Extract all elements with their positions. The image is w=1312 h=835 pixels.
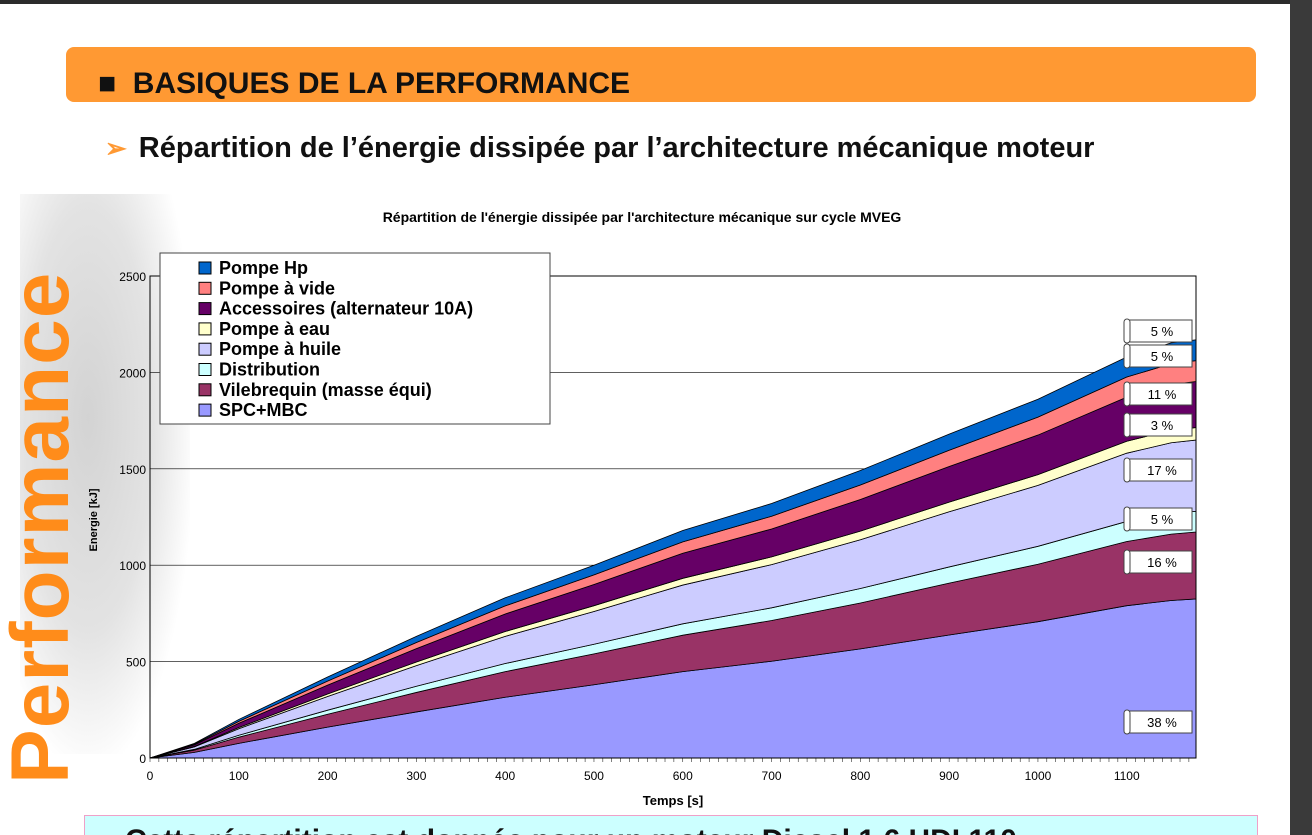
legend-swatch [198,342,212,356]
share-label-text: 16 % [1147,555,1177,570]
y-tick-label: 2500 [119,270,146,284]
plot-frame [149,275,1197,759]
header-bar: ■ BASIQUES DE LA PERFORMANCE [66,47,1256,102]
legend-swatch [198,281,212,295]
y-tick-label: 500 [126,656,146,670]
share-label-text: 11 % [1148,387,1177,402]
note-text: Cette répartition est donnée pour un mot… [125,824,1017,835]
legend-item: Pompe à huile [219,339,341,359]
y-tick-label: 2000 [119,366,146,380]
legend-item: Pompe Hp [219,258,308,278]
share-label-scroll [1123,318,1131,344]
x-tick-label: 1100 [1114,769,1140,783]
share-label-scroll [1123,412,1131,438]
share-label-text: 17 % [1147,463,1177,478]
x-tick-label: 200 [318,769,338,783]
legend-item: Pompe à eau [219,319,330,339]
share-label-scroll [1123,549,1131,575]
share-label-scroll [1123,709,1131,735]
legend-swatch [198,403,212,417]
window-edge [1290,0,1312,835]
x-tick-label: 1000 [1025,769,1052,783]
share-label-scroll [1123,381,1131,407]
note-box: Cette répartition est donnée pour un mot… [84,815,1258,835]
legend-item: Vilebrequin (masse équi) [219,380,432,400]
header-title-text: BASIQUES DE LA PERFORMANCE [132,67,631,100]
share-label: 5 % [1123,343,1193,369]
subtitle: ➢ Répartition de l’énergie dissipée par l… [105,132,1094,165]
slide: Performance ■ BASIQUES DE LA PERFORMANCE… [0,4,1290,835]
x-tick-label: 100 [229,769,249,783]
x-tick-label: 0 [147,769,154,783]
x-tick-label: 500 [584,769,604,783]
x-tick-label: 900 [939,769,959,783]
share-label: 5 % [1123,318,1193,344]
chart-title: Répartition de l'énergie dissipée par l'… [383,209,902,225]
legend-item: Distribution [219,360,320,380]
share-label-text: 5 % [1151,512,1174,527]
x-axis-label: Temps [s] [643,793,703,808]
x-tick-label: 600 [673,769,693,783]
legend-item: Accessoires (alternateur 10A) [219,299,473,319]
x-tick-label: 400 [495,769,515,783]
x-tick-label: 700 [762,769,782,783]
legend-box [159,252,551,425]
header-title: ■ BASIQUES DE LA PERFORMANCE [98,67,630,101]
square-bullet-icon: ■ [98,67,117,100]
legend-swatch [198,383,212,397]
legend-swatch [198,302,212,316]
y-tick-label: 0 [139,752,146,766]
x-tick-label: 800 [850,769,870,783]
share-label-text: 3 % [1151,418,1174,433]
share-label-text: 5 % [1151,349,1174,364]
share-label-scroll [1123,457,1131,483]
energy-chart: Répartition de l'énergie dissipée par l'… [88,209,1197,808]
legend-swatch [198,322,212,336]
y-axis-label: Energie [kJ] [88,488,100,551]
arrow-bullet-icon: ➢ [105,133,127,163]
legend-item: SPC+MBC [219,400,308,420]
y-tick-label: 1500 [119,463,146,477]
subtitle-text: Répartition de l’énergie dissipée par l’… [138,132,1095,164]
share-label-text: 38 % [1147,715,1177,730]
y-tick-label: 1000 [119,559,146,573]
share-label-text: 5 % [1151,324,1174,339]
share-label-scroll [1123,506,1131,532]
x-tick-label: 300 [406,769,426,783]
share-label: 16 % [1123,549,1193,575]
legend-swatch [198,261,212,275]
share-label: 17 % [1123,457,1193,483]
share-label-scroll [1123,343,1131,369]
legend-swatch [198,363,212,376]
share-label: 5 % [1123,506,1193,532]
share-label: 3 % [1123,412,1193,438]
legend-item: Pompe à vide [219,278,335,298]
share-label: 38 % [1123,709,1193,735]
share-label: 11 % [1123,381,1193,407]
